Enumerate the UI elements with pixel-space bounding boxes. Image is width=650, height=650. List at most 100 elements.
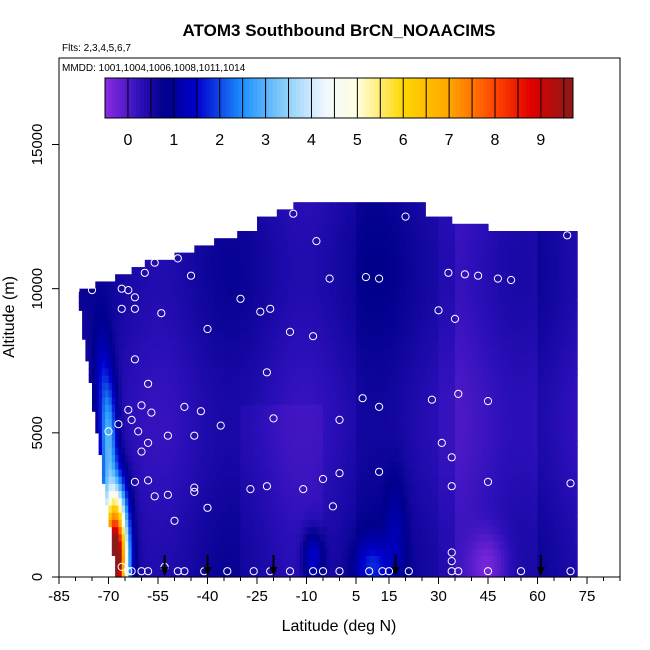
heatmap-cell [514, 504, 519, 513]
heatmap-cell [332, 447, 337, 456]
heatmap-cell [359, 404, 364, 412]
heatmap-cell [474, 425, 479, 434]
heatmap-cell [144, 526, 149, 535]
heatmap-cell [488, 548, 492, 556]
heatmap-cell [270, 526, 275, 535]
heatmap-cell [395, 461, 400, 470]
heatmap-cell [402, 504, 407, 513]
heatmap-cell [299, 526, 304, 535]
heatmap-cell [177, 533, 182, 542]
heatmap-cell [108, 497, 113, 506]
heatmap-cell [517, 476, 522, 484]
heatmap-cell [273, 468, 278, 477]
heatmap-cell [514, 432, 519, 441]
heatmap-cell [326, 425, 331, 434]
heatmap-cell [530, 490, 535, 499]
heatmap-cell [484, 432, 489, 441]
heatmap-cell [431, 425, 436, 434]
heatmap-cell [171, 533, 176, 542]
heatmap-cell [501, 461, 506, 470]
heatmap-cell [230, 569, 235, 578]
heatmap-cell [474, 533, 479, 542]
heatmap-cell [507, 418, 512, 427]
heatmap-cell [441, 432, 446, 441]
heatmap-cell [570, 454, 575, 463]
heatmap-cell [237, 497, 242, 506]
heatmap-cell [144, 555, 149, 564]
heatmap-cell [257, 512, 261, 520]
heatmap-cell [455, 483, 459, 492]
heatmap-cell [293, 411, 298, 420]
heatmap-cell [389, 548, 393, 556]
heatmap-cell [92, 404, 96, 412]
heatmap-cell [316, 562, 321, 571]
heatmap-cell [395, 497, 400, 506]
heatmap-cell [214, 447, 218, 456]
heatmap-cell [141, 432, 146, 441]
heatmap-cell [567, 461, 572, 470]
heatmap-cell [451, 483, 456, 492]
heatmap-cell [316, 404, 321, 412]
heatmap-cell [283, 512, 288, 520]
heatmap-cell [425, 569, 430, 578]
heatmap-cell [197, 440, 202, 448]
heatmap-cell [177, 497, 182, 506]
heatmap-cell [435, 476, 440, 484]
heatmap-cell [385, 490, 390, 499]
heatmap-cell [547, 562, 552, 571]
heatmap-cell [346, 447, 350, 456]
heatmap-cell [524, 468, 529, 477]
heatmap-cell [550, 468, 555, 477]
heatmap-cell [260, 526, 265, 535]
heatmap-cell [504, 476, 509, 484]
heatmap-cell [283, 440, 288, 448]
heatmap-cell [379, 555, 383, 564]
heatmap-cell [464, 432, 469, 441]
heatmap-cell [174, 526, 179, 535]
heatmap-cell [286, 533, 291, 542]
heatmap-cell [425, 490, 430, 499]
heatmap-cell [227, 504, 232, 513]
heatmap-cell [148, 555, 152, 564]
heatmap-cell [263, 404, 268, 412]
heatmap-cell [332, 483, 337, 492]
heatmap-cell [448, 418, 453, 427]
heatmap-cell [306, 548, 311, 556]
heatmap-cell [260, 569, 265, 578]
heatmap-cell [573, 533, 578, 542]
heatmap-cell [111, 497, 116, 506]
heatmap-cell [534, 504, 539, 513]
heatmap-cell [494, 425, 499, 434]
heatmap-cell [458, 418, 463, 427]
heatmap-cell [313, 454, 317, 463]
heatmap-cell [359, 432, 364, 441]
heatmap-cell [207, 497, 212, 506]
heatmap-cell [326, 533, 331, 542]
heatmap-cell [283, 447, 288, 456]
heatmap-cell [316, 461, 321, 470]
heatmap-cell [243, 569, 248, 578]
heatmap-cell [151, 526, 156, 535]
heatmap-cell [101, 440, 106, 448]
heatmap-cell [537, 440, 542, 448]
heatmap-cell [253, 569, 258, 578]
heatmap-cell [567, 562, 572, 571]
heatmap-cell [230, 425, 235, 434]
heatmap-cell [461, 512, 466, 520]
heatmap-cell [524, 519, 529, 528]
heatmap-cell [214, 411, 218, 420]
heatmap-cell [570, 512, 575, 520]
heatmap-cell [197, 411, 202, 420]
heatmap-cell [174, 490, 179, 499]
heatmap-cell [233, 548, 238, 556]
heatmap-cell [379, 411, 383, 420]
heatmap-cell [243, 404, 248, 412]
heatmap-cell [194, 548, 199, 556]
heatmap-cell [511, 504, 515, 513]
heatmap-cell [111, 519, 116, 528]
heatmap-cell [339, 569, 344, 578]
heatmap-cell [134, 432, 139, 441]
heatmap-cell [339, 425, 344, 434]
heatmap-cell [253, 497, 258, 506]
heatmap-cell [336, 461, 341, 470]
